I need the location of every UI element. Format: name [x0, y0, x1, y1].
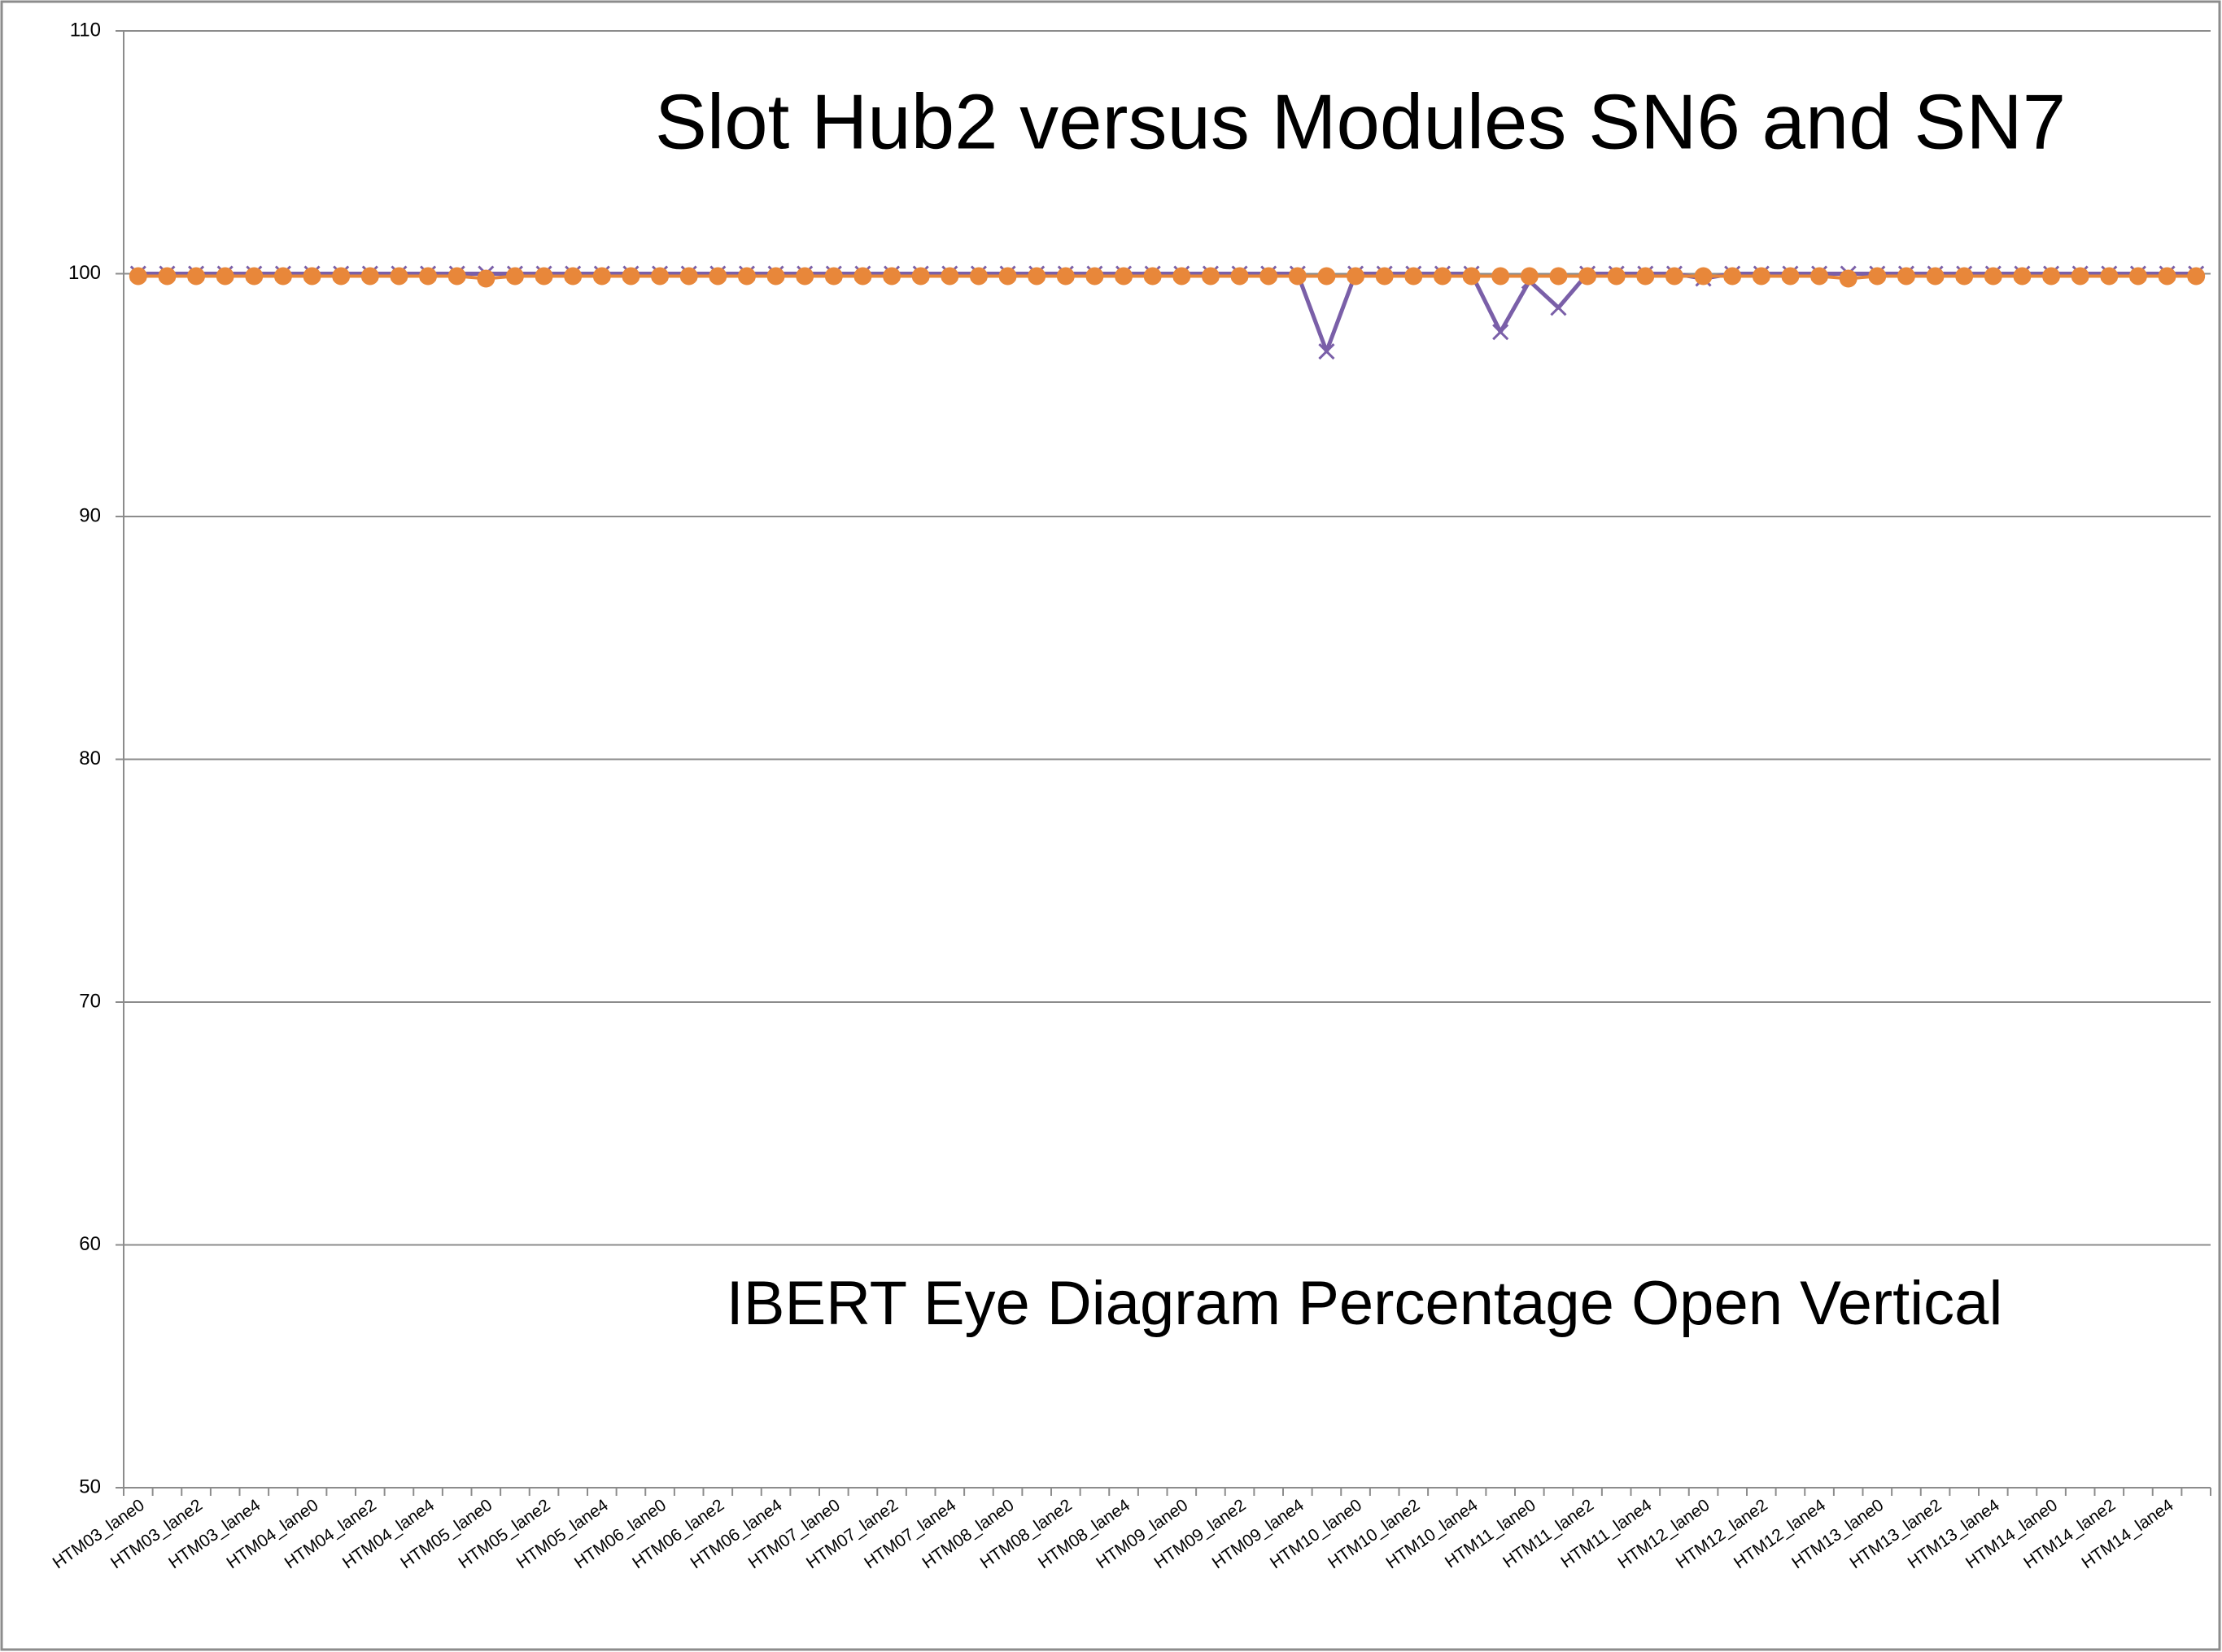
point [622, 267, 640, 286]
point [766, 267, 785, 286]
point [1665, 267, 1683, 286]
point [187, 267, 206, 286]
point [360, 267, 379, 286]
point [1694, 267, 1713, 286]
point [1868, 267, 1887, 286]
point [1259, 267, 1278, 286]
point [911, 267, 930, 286]
point [1781, 267, 1800, 286]
y-tick-label: 80 [79, 748, 101, 769]
y-tick-label: 70 [79, 990, 101, 1012]
point [216, 267, 234, 286]
point [1549, 267, 1568, 286]
point [2100, 267, 2119, 286]
point [737, 267, 756, 286]
point [1028, 267, 1046, 286]
point [1462, 267, 1481, 286]
point [2187, 267, 2206, 286]
point [419, 267, 438, 286]
point [1550, 299, 1567, 316]
point [853, 267, 872, 286]
point [1318, 342, 1335, 360]
point [651, 267, 670, 286]
point [1810, 267, 1829, 286]
point [969, 267, 988, 286]
point [245, 267, 264, 286]
point [1433, 267, 1452, 286]
point [158, 267, 177, 286]
point [1404, 267, 1423, 286]
point [273, 267, 292, 286]
point [941, 267, 959, 286]
point [1375, 267, 1394, 286]
point [535, 267, 553, 286]
point [1115, 267, 1133, 286]
point [1578, 267, 1597, 286]
point [1143, 267, 1162, 286]
point [1230, 267, 1249, 286]
point [2013, 267, 2032, 286]
point [1491, 267, 1510, 286]
point [477, 269, 495, 288]
point [1520, 267, 1539, 286]
point [303, 267, 321, 286]
point [592, 267, 611, 286]
point [1347, 267, 1365, 286]
point [1056, 267, 1075, 286]
point [1636, 267, 1655, 286]
y-tick-label: 50 [79, 1475, 101, 1497]
chart-title: Slot Hub2 versus Modules SN6 and SN7 [655, 78, 2066, 165]
point [447, 267, 466, 286]
point [1955, 267, 1974, 286]
point [679, 267, 698, 286]
point [1201, 267, 1220, 286]
point [998, 267, 1017, 286]
y-tick-label: 100 [68, 262, 101, 284]
point [505, 267, 524, 286]
point [564, 267, 583, 286]
y-tick-label: 110 [70, 19, 101, 41]
point [390, 267, 408, 286]
point [1752, 267, 1770, 286]
y-tick-label: 90 [79, 504, 101, 526]
point [1172, 267, 1191, 286]
point [1317, 267, 1336, 286]
point [824, 267, 843, 286]
point [1984, 267, 2002, 286]
point [796, 267, 814, 286]
point [2071, 267, 2089, 286]
point [1926, 267, 1945, 286]
annotation: IBERT Eye Diagram Percentage Open Vertic… [727, 1269, 2003, 1338]
point [1492, 324, 1509, 341]
point [1723, 267, 1742, 286]
point [709, 267, 727, 286]
point [1085, 267, 1104, 286]
point [1607, 267, 1626, 286]
y-tick-label: 60 [79, 1233, 101, 1255]
point [332, 267, 351, 286]
point [1288, 267, 1307, 286]
point [1839, 269, 1857, 288]
point [129, 267, 147, 286]
point [2128, 267, 2147, 286]
point [883, 267, 901, 286]
point [1897, 267, 1915, 286]
point [2042, 267, 2061, 286]
point [2158, 267, 2176, 286]
